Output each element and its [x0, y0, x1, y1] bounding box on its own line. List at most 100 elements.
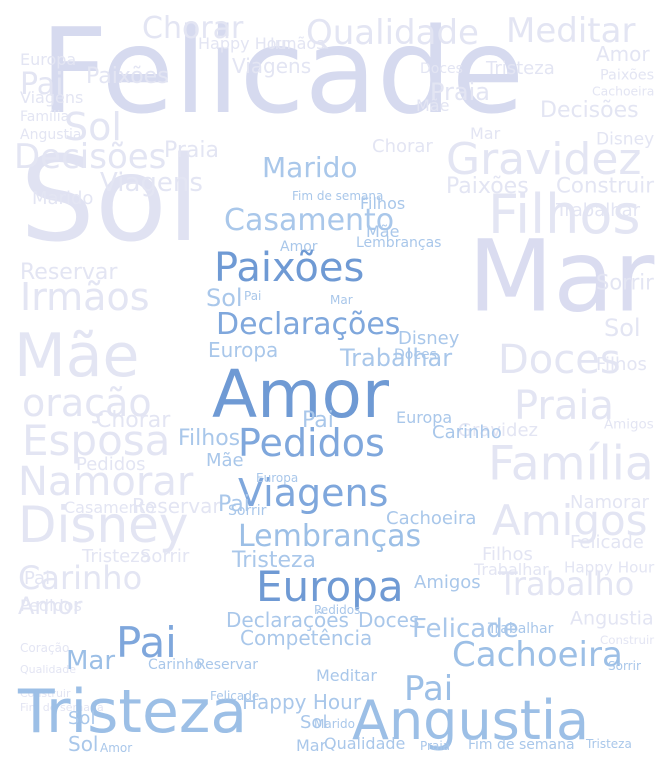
cloud-word: Lembranças: [356, 235, 442, 251]
cloud-word: oração: [22, 381, 152, 425]
cloud-word: Reservar: [20, 260, 118, 285]
cloud-word: Mar: [330, 293, 353, 307]
cloud-word: Pai: [404, 669, 454, 709]
cloud-word: Trabalhar: [556, 200, 641, 221]
cloud-word: Amor: [100, 741, 133, 755]
cloud-word: Sol: [68, 708, 96, 729]
cloud-word: Pai: [244, 289, 262, 303]
cloud-word: Tristeza: [18, 677, 248, 747]
cloud-word: Angustia: [570, 608, 654, 630]
cloud-word: Reservar: [196, 657, 258, 673]
cloud-word: Mar: [296, 736, 327, 755]
cloud-word: Sorrir: [228, 503, 267, 519]
cloud-word: Pedidos: [314, 603, 361, 617]
cloud-word: Pai: [302, 408, 334, 433]
cloud-word: Chorar: [142, 11, 244, 46]
cloud-word: Praia: [164, 138, 219, 163]
cloud-word: Trabalhar: [488, 621, 554, 637]
cloud-word: Cachoeira: [592, 85, 655, 100]
cloud-word: Angustia: [352, 689, 590, 752]
cloud-word: Meditar: [316, 666, 377, 685]
cloud-word: Marido: [262, 151, 358, 184]
cloud-word: Viagens: [232, 54, 312, 78]
cloud-word: Fim de semana: [292, 189, 384, 203]
cloud-word: Pai: [24, 568, 51, 589]
cloud-word: Coração: [20, 641, 70, 655]
cloud-word: Marido: [314, 717, 355, 731]
cloud-word: Happy Hour: [242, 690, 362, 714]
cloud-word: Paixões: [86, 64, 169, 89]
cloud-word: Sol: [20, 130, 200, 268]
cloud-word: Mãe: [206, 450, 244, 471]
cloud-word: Disney: [18, 496, 189, 554]
cloud-word: Mar: [468, 219, 655, 335]
cloud-word: Viagens: [20, 88, 84, 107]
cloud-word: Decisões: [14, 137, 167, 177]
cloud-word: Fim de semana: [468, 737, 575, 753]
cloud-word: Esposa: [22, 416, 171, 465]
cloud-word: Trabalhar: [474, 560, 549, 579]
cloud-word: Tristeza: [82, 546, 151, 567]
cloud-word: Disney: [398, 328, 460, 349]
cloud-word: Filhos: [360, 194, 406, 213]
cloud-word: Lembranças: [238, 519, 422, 554]
cloud-word: Europa: [256, 471, 299, 485]
cloud-word: Sorrir: [140, 546, 190, 567]
cloud-word: Europa: [396, 408, 453, 427]
cloud-word: Pai: [218, 492, 250, 517]
cloud-word: Sol: [206, 284, 243, 312]
cloud-word: Carinho: [148, 657, 203, 673]
cloud-word: Sol: [300, 712, 328, 733]
cloud-word: Decisões: [540, 98, 639, 123]
cloud-word: Praia: [514, 383, 614, 429]
cloud-word: Qualidade: [324, 734, 406, 753]
cloud-word: Paixões: [600, 66, 655, 84]
cloud-word: Carinho: [432, 422, 502, 443]
cloud-word: Namorar: [18, 459, 194, 505]
cloud-word: Cachoeira: [386, 508, 477, 529]
cloud-word: Viagens: [100, 168, 203, 198]
cloud-word: Meditar: [506, 11, 636, 51]
cloud-word: Europa: [208, 338, 279, 362]
cloud-word: Amigos: [492, 496, 648, 545]
cloud-word: Qualidade: [306, 13, 479, 53]
cloud-word: Pai: [20, 67, 64, 102]
cloud-word: Happy Hour: [564, 558, 655, 577]
cloud-word: Felicade: [210, 689, 260, 703]
cloud-word: Construir: [556, 174, 654, 199]
cloud-word: Tristeza: [486, 58, 555, 79]
cloud-word: Pai: [116, 618, 177, 667]
cloud-word: Declarações: [226, 608, 349, 632]
cloud-word: Amigos: [604, 416, 654, 433]
cloud-word: Angustia: [20, 127, 82, 143]
cloud-word: Amor: [18, 592, 83, 620]
cloud-word: Sol: [64, 105, 122, 149]
cloud-word: Amigos: [414, 572, 481, 593]
cloud-word: Doces: [394, 347, 437, 363]
cloud-word: Sol: [68, 732, 99, 756]
cloud-word: Paixões: [214, 245, 365, 291]
cloud-word: Doces: [358, 608, 420, 632]
cloud-word: Amor: [596, 42, 650, 66]
cloud-word: Paixões: [446, 174, 529, 199]
cloud-word: Amor: [280, 239, 318, 255]
cloud-word: Felicade: [570, 532, 644, 553]
cloud-word: Mãe: [366, 222, 400, 241]
cloud-word: Família: [20, 109, 70, 125]
cloud-word: Mar: [66, 646, 116, 676]
cloud-word: Gravidez: [446, 134, 642, 185]
cloud-word: Fim de semana: [20, 701, 104, 714]
cloud-word: Carinho: [18, 559, 143, 597]
cloud-word: Filhos: [178, 426, 241, 451]
cloud-word: Mãe: [416, 96, 450, 115]
cloud-word: Amor: [212, 356, 389, 433]
cloud-word: Doces: [420, 61, 463, 77]
cloud-word: Chorar: [96, 408, 171, 433]
cloud-word: Gravidez: [458, 420, 538, 441]
cloud-word: Tristeza: [586, 737, 632, 751]
cloud-word: Casamento: [224, 203, 395, 238]
cloud-word: Europa: [20, 50, 77, 69]
cloud-word: Happy Hour: [198, 34, 294, 53]
cloud-word: Construir: [20, 687, 71, 700]
